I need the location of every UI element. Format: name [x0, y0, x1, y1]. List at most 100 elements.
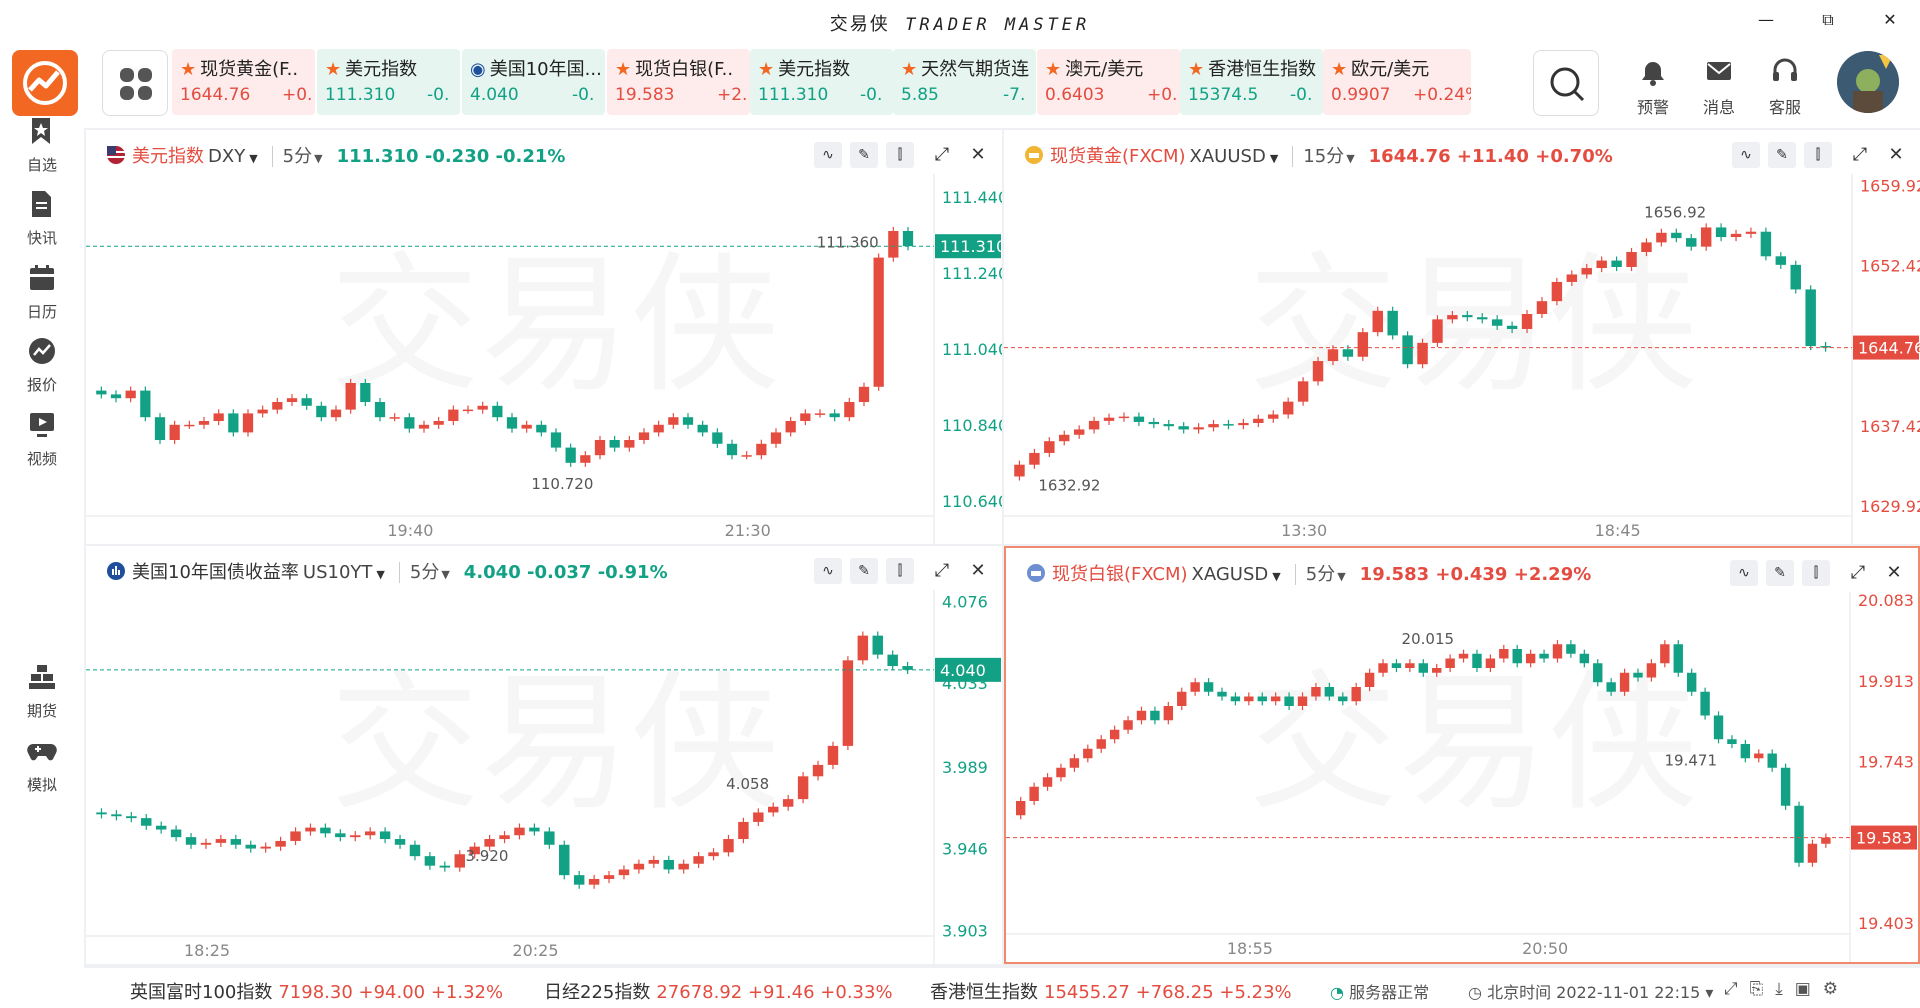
- ticker-4[interactable]: ★ 美元指数 111.310 -0.: [750, 49, 893, 115]
- top-action-bell[interactable]: 预警: [1625, 56, 1681, 118]
- attach-icon[interactable]: ⎘: [1749, 979, 1776, 999]
- close-button[interactable]: ✕: [1883, 10, 1897, 29]
- symbol-selector[interactable]: 现货白银(FXCM) XAGUSD ▼ 5分 ▼ 19.583 +0.439 +2.29%: [1026, 560, 1591, 588]
- top-action-headset[interactable]: 客服: [1757, 56, 1813, 118]
- ticker-8[interactable]: ★欧元/美元 0.9907 +0.24%: [1323, 49, 1471, 115]
- candle-type-icon[interactable]: ⫿: [886, 558, 914, 584]
- candlestick-chart[interactable]: 交易侠20.08319.91319.74319.57319.40319.5831…: [1006, 548, 1918, 962]
- restore-button[interactable]: ⧉: [1822, 10, 1834, 29]
- sidebar-item-calendar[interactable]: 日历: [0, 263, 84, 322]
- ticker-name: ★ 欧元/美元: [1331, 59, 1430, 80]
- minimize-button[interactable]: —: [1758, 10, 1774, 29]
- layout-button[interactable]: [102, 50, 168, 116]
- candle: [812, 760, 824, 781]
- sidebar-item-trend[interactable]: 报价: [0, 336, 84, 395]
- indicator-icon[interactable]: ∿: [814, 142, 842, 168]
- draw-icon[interactable]: ✎: [850, 142, 878, 168]
- candle: [1760, 227, 1772, 261]
- symbol-selector[interactable]: 现货黄金(FXCM) XAUUSD ▼ 15分 ▼ 1644.76 +11.40 +0.7…: [1024, 142, 1613, 170]
- interval-selector[interactable]: 5分 ▼: [271, 146, 323, 167]
- candle: [389, 413, 400, 422]
- ticker-2[interactable]: ◉ 美国10年国... 4.040 -0.: [462, 49, 605, 115]
- interval-selector[interactable]: 5分 ▼: [1294, 564, 1346, 585]
- ticker-3[interactable]: ★ 现货白银(F.. 19.583 +2.: [607, 49, 750, 115]
- top-action-label: 预警: [1636, 98, 1669, 117]
- candle-type-icon[interactable]: ⫿: [1802, 560, 1830, 586]
- index-hangseng[interactable]: 香港恒生指数 15455.27 +768.25 +5.23%: [930, 982, 1292, 1003]
- maximize-icon[interactable]: ⤢: [1852, 144, 1868, 165]
- clock[interactable]: ◷ 北京时间 2022-11-01 22:15 ▾: [1468, 983, 1714, 1002]
- index-nikkei[interactable]: 日经225指数 27678.92 +91.46 +0.33%: [544, 982, 893, 1003]
- candle: [272, 397, 283, 414]
- candle: [1073, 425, 1085, 439]
- screenshot-icon[interactable]: ▣: [1794, 979, 1823, 999]
- ticker-0[interactable]: ★ 现货黄金(F.. 1644.76 +0.: [172, 49, 315, 115]
- sidebar-item-gamepad[interactable]: 模拟: [0, 736, 84, 795]
- candle: [1257, 692, 1267, 706]
- candle: [1311, 682, 1321, 701]
- sidebar-item-news-doc[interactable]: 快讯: [0, 189, 84, 248]
- close-panel-icon[interactable]: ✕: [1886, 562, 1902, 583]
- search-button[interactable]: [1533, 50, 1599, 116]
- y-tick-label: 4.076: [942, 592, 988, 611]
- candle: [1203, 678, 1214, 696]
- draw-icon[interactable]: ✎: [1768, 142, 1796, 168]
- indicator-icon[interactable]: ∿: [1730, 560, 1758, 586]
- avatar[interactable]: [1837, 51, 1899, 113]
- close-panel-icon[interactable]: ✕: [970, 560, 986, 581]
- current-price-badge: [1851, 825, 1917, 850]
- app-title: 交易侠 TRADER MASTER: [829, 14, 1091, 35]
- draw-icon[interactable]: ✎: [850, 558, 878, 584]
- candle: [111, 810, 122, 821]
- download-icon[interactable]: ⤓: [1775, 979, 1795, 999]
- app-logo[interactable]: [12, 50, 78, 116]
- us-flag-icon: [106, 145, 126, 170]
- maximize-icon[interactable]: ⤢: [934, 560, 950, 581]
- indicator-icon[interactable]: ∿: [814, 558, 842, 584]
- candle: [1324, 682, 1335, 701]
- interval-label: 5分: [282, 146, 313, 167]
- status-tools[interactable]: ⤢⎘⤓▣⚙: [1724, 979, 1850, 999]
- candle-type-icon[interactable]: ⫿: [1804, 142, 1832, 168]
- candle: [1611, 256, 1622, 272]
- candle: [1820, 341, 1831, 352]
- interval-selector[interactable]: 5分 ▼: [398, 562, 450, 583]
- sidebar-item-bookmark-star[interactable]: 自选: [0, 116, 84, 175]
- maximize-icon[interactable]: ⤢: [934, 144, 950, 165]
- expand-icon[interactable]: ⤢: [1724, 979, 1750, 999]
- top-action-mail[interactable]: 消息: [1691, 56, 1747, 118]
- chart-panel-us10yt: 美国10年国债收益率 US10YT ▼ 5分 ▼ 4.040 -0.037 -0.91% ∿…: [86, 546, 1002, 964]
- close-panel-icon[interactable]: ✕: [1888, 144, 1904, 165]
- maximize-icon[interactable]: ⤢: [1850, 562, 1866, 583]
- interval-selector[interactable]: 15分 ▼: [1292, 146, 1355, 167]
- candle-type-icon[interactable]: ⫿: [886, 142, 914, 168]
- sidebar-label: 日历: [26, 303, 57, 321]
- candle: [1686, 234, 1697, 251]
- panel-tools: ∿ ✎ ⫿ ⤢ ✕: [1730, 560, 1908, 586]
- settings-icon[interactable]: ⚙: [1822, 979, 1851, 999]
- draw-icon[interactable]: ✎: [1766, 560, 1794, 586]
- y-tick-label: 1637.42: [1860, 417, 1920, 436]
- candlestick-chart[interactable]: 交易侠 111.440 111.240 111.040 110.840 110.640 11…: [86, 130, 1002, 544]
- close-panel-icon[interactable]: ✕: [970, 144, 986, 165]
- candle: [448, 405, 459, 426]
- symbol-selector[interactable]: 美国10年国债收益率 US10YT ▼ 5分 ▼ 4.040 -0.037 -0.91%: [106, 558, 668, 586]
- candle: [1163, 419, 1174, 431]
- sidebar-item-gold-bars[interactable]: 期货: [0, 662, 84, 721]
- candle: [1525, 649, 1536, 668]
- sidebar-item-video[interactable]: 视频: [0, 410, 84, 469]
- indicator-icon[interactable]: ∿: [1732, 142, 1760, 168]
- ticker-6[interactable]: ★ 澳元/美元 0.6403 +0.: [1037, 49, 1180, 115]
- candlestick-chart[interactable]: 交易侠1659.921652.421644.761637.421629.9216…: [1004, 130, 1920, 544]
- ticker-1[interactable]: ★ 美元指数 111.310 -0.: [317, 49, 460, 115]
- candle: [257, 405, 268, 418]
- candle: [260, 842, 271, 853]
- current-price-badge: [935, 234, 1001, 259]
- ticker-5[interactable]: ★ 天然气期货连 5.85 -7.: [893, 49, 1036, 115]
- candle: [154, 413, 166, 445]
- symbol-selector[interactable]: 美元指数 DXY ▼ 5分 ▼ 111.310 -0.230 -0.21%: [106, 142, 565, 170]
- bond-icon: [106, 561, 126, 586]
- ticker-7[interactable]: ★ 香港恒生指数 15374.5 -0.: [1180, 49, 1323, 115]
- index-ftse[interactable]: 英国富时100指数 7198.30 +94.00 +1.32%: [130, 982, 504, 1003]
